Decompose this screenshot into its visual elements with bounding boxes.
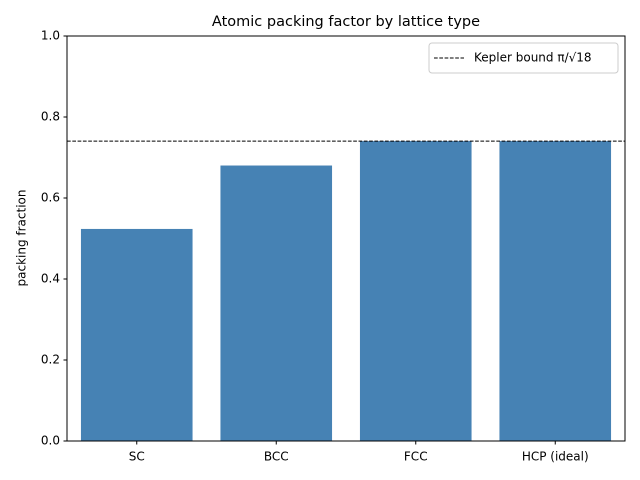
- x-tick-label: HCP (ideal): [522, 450, 589, 464]
- y-tick-label: 1.0: [41, 29, 60, 43]
- legend-label: Kepler bound π/√18: [474, 51, 592, 65]
- bar: [80, 228, 193, 441]
- y-tick-label: 0.2: [41, 353, 60, 367]
- bar: [359, 141, 472, 441]
- x-tick-label: SC: [129, 450, 145, 464]
- y-axis-label: packing fraction: [15, 190, 29, 287]
- bar: [499, 141, 612, 441]
- y-tick-label: 0.0: [41, 434, 60, 448]
- y-tick-label: 0.6: [41, 191, 60, 205]
- axes-frame: [66, 35, 626, 442]
- legend-box: [428, 42, 619, 74]
- chart-title: Atomic packing factor by lattice type: [212, 14, 480, 30]
- bar: [220, 165, 333, 442]
- y-tick-label: 0.8: [41, 110, 60, 124]
- x-tick-label: BCC: [264, 450, 289, 464]
- x-tick-label: FCC: [404, 450, 428, 464]
- y-tick-label: 0.4: [41, 272, 60, 286]
